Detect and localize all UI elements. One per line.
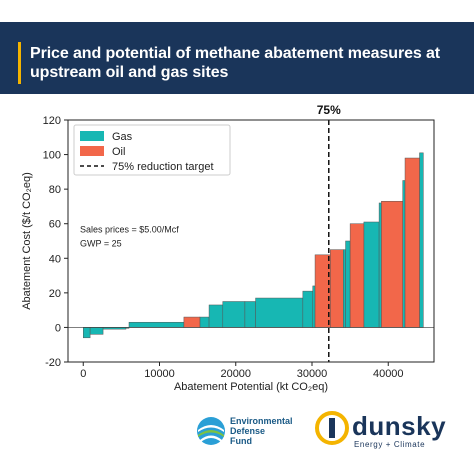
edf-line-3: Fund (230, 436, 252, 446)
gas-bar-1 (83, 327, 91, 339)
dunsky-wordmark: dunsky (352, 411, 447, 441)
oil-bar-3 (330, 249, 344, 328)
gas-bar-10 (255, 297, 304, 328)
chart-svg: 75% -20 0 20 40 60 80 100 120 0 10000 20000 30000 400… (21, 103, 435, 393)
annotation-2: GWP = 25 (80, 238, 122, 248)
x-tick-label-4: 40000 (373, 368, 404, 380)
oil-bar-4 (349, 223, 365, 328)
edf-logo-mark (197, 417, 225, 445)
dunsky-logo: dunsky Energy + Climate (314, 410, 466, 456)
x-tick-label-1: 10000 (144, 368, 175, 380)
legend-label-1: Gas (112, 131, 133, 143)
legend-label-3: 75% reduction target (112, 161, 214, 173)
dunsky-logo-mark (315, 411, 349, 445)
gas-bar-13 (343, 249, 346, 328)
y-tick-label-7: 120 (43, 115, 61, 127)
y-tick-label-1: 0 (55, 322, 61, 334)
gas-bar-9 (244, 301, 256, 328)
edf-line-2: Defense (230, 426, 266, 436)
gas-bar-7 (208, 304, 224, 328)
y-tick-label-6: 100 (43, 150, 61, 162)
x-tick-label-3: 30000 (297, 368, 328, 380)
y-axis-label: Abatement Cost ($/t CO₂eq) (21, 172, 33, 310)
x-axis-label: Abatement Potential (kt CO₂eq) (174, 381, 328, 393)
gas-bar-5 (128, 321, 185, 328)
y-tick-label-2: 20 (49, 288, 61, 300)
gas-bar-11 (302, 290, 314, 328)
gas-bar-8 (222, 301, 246, 328)
oil-bar-1 (183, 316, 201, 328)
legend-box (73, 124, 231, 176)
y-tick-label-5: 80 (49, 184, 61, 196)
title-banner: Price and potential of methane abatement… (0, 22, 474, 94)
annotation-1: Sales prices = $5.00/Mcf (80, 224, 179, 234)
target-label: 75% (317, 103, 341, 117)
edf-logo: Environmental Defense Fund (196, 416, 308, 450)
legend-swatch-oil (80, 146, 104, 156)
legend-label-2: Oil (112, 146, 125, 158)
gas-bar-16 (378, 202, 382, 328)
gas-bar-2 (89, 327, 104, 335)
oil-bar-6 (404, 157, 420, 328)
title-accent-bar (18, 42, 21, 84)
page-title: Price and potential of methane abatement… (30, 45, 441, 81)
legend-swatch-gas (80, 131, 104, 141)
edf-line-1: Environmental (230, 416, 293, 426)
gas-bar-12 (312, 285, 316, 328)
edf-logo-text: Environmental Defense Fund (230, 416, 310, 446)
y-tick-label-0: -20 (45, 357, 61, 369)
x-tick-label-0: 0 (80, 368, 86, 380)
oil-bar-2 (314, 254, 331, 328)
plot-frame (67, 119, 435, 363)
macc-chart: 75% -20 0 20 40 60 80 100 120 0 10000 20000 30000 400… (0, 94, 474, 404)
gas-bar-6 (199, 316, 210, 328)
oil-bar-5 (381, 200, 403, 328)
y-tick-label-3: 40 (49, 253, 61, 265)
gas-bar-14 (345, 240, 351, 328)
gas-bar-17 (402, 180, 406, 328)
gas-bar-15 (363, 221, 380, 328)
gas-bar-18 (419, 152, 424, 328)
dunsky-tagline: Energy + Climate (354, 440, 426, 449)
x-tick-label-2: 20000 (220, 368, 251, 380)
y-tick-label-4: 60 (49, 219, 61, 231)
